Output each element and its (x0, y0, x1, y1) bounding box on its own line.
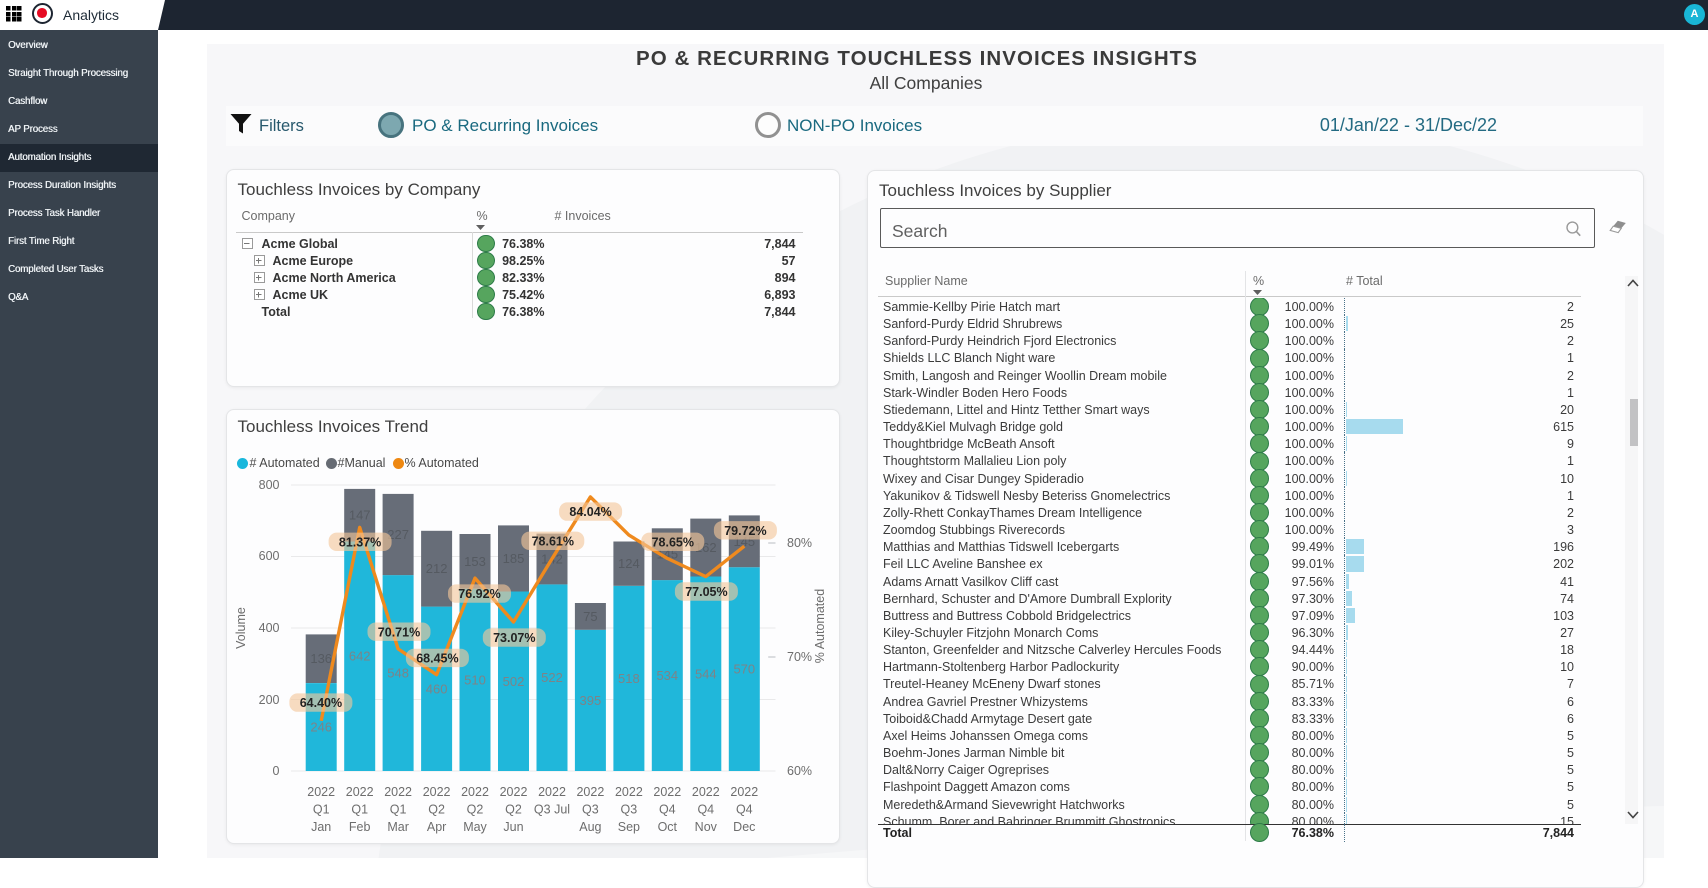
svg-text:Q4: Q4 (735, 803, 752, 817)
svg-text:124: 124 (618, 556, 640, 571)
svg-text:79.72%: 79.72% (724, 524, 766, 538)
svg-text:Dec: Dec (733, 820, 755, 834)
svg-text:2022: 2022 (614, 785, 642, 799)
svg-text:70.71%: 70.71% (377, 625, 419, 639)
svg-text:80%: 80% (787, 536, 812, 550)
svg-text:Q4: Q4 (697, 803, 714, 817)
svg-text:2022: 2022 (345, 785, 373, 799)
svg-text:Jan: Jan (311, 820, 331, 834)
svg-text:185: 185 (502, 551, 524, 566)
svg-text:Q2: Q2 (428, 803, 445, 817)
svg-text:460: 460 (425, 681, 447, 696)
svg-text:0: 0 (272, 764, 279, 778)
svg-text:Q3 Jul: Q3 Jul (533, 803, 569, 817)
svg-text:534: 534 (656, 668, 678, 683)
svg-text:522: 522 (541, 670, 563, 685)
svg-text:395: 395 (579, 693, 601, 708)
svg-text:147: 147 (348, 508, 370, 523)
svg-text:77.05%: 77.05% (685, 585, 727, 599)
svg-text:Feb: Feb (348, 820, 370, 834)
svg-text:70%: 70% (787, 650, 812, 664)
svg-text:200: 200 (258, 693, 279, 707)
svg-text:2022: 2022 (461, 785, 489, 799)
svg-text:% Automated: % Automated (813, 589, 827, 663)
svg-text:642: 642 (348, 649, 370, 664)
svg-text:Q3: Q3 (620, 803, 637, 817)
svg-text:Volume: Volume (234, 607, 248, 649)
svg-text:570: 570 (733, 662, 755, 677)
svg-text:518: 518 (618, 671, 640, 686)
svg-text:2022: 2022 (499, 785, 527, 799)
svg-text:600: 600 (258, 549, 279, 563)
svg-text:Apr: Apr (426, 820, 445, 834)
svg-text:Aug: Aug (579, 820, 601, 834)
svg-text:60%: 60% (787, 764, 812, 778)
svg-text:Q1: Q1 (312, 803, 329, 817)
svg-text:68.45%: 68.45% (416, 652, 458, 666)
svg-text:2022: 2022 (307, 785, 335, 799)
svg-text:153: 153 (464, 554, 486, 569)
svg-text:544: 544 (694, 666, 716, 681)
svg-text:227: 227 (387, 527, 409, 542)
svg-text:Q2: Q2 (466, 803, 483, 817)
svg-text:Nov: Nov (694, 820, 717, 834)
svg-text:800: 800 (258, 478, 279, 492)
svg-text:212: 212 (425, 561, 447, 576)
svg-text:510: 510 (464, 672, 486, 687)
svg-text:78.61%: 78.61% (531, 534, 573, 548)
svg-text:400: 400 (258, 621, 279, 635)
svg-text:May: May (463, 820, 487, 834)
svg-text:2022: 2022 (538, 785, 566, 799)
svg-text:76.92%: 76.92% (458, 587, 500, 601)
svg-text:548: 548 (387, 666, 409, 681)
svg-text:Jun: Jun (503, 820, 523, 834)
svg-text:64.40%: 64.40% (299, 696, 341, 710)
svg-text:84.04%: 84.04% (569, 505, 611, 519)
svg-text:Q4: Q4 (658, 803, 675, 817)
svg-text:Q2: Q2 (505, 803, 522, 817)
svg-text:Sep: Sep (617, 820, 639, 834)
svg-text:Q1: Q1 (389, 803, 406, 817)
svg-text:81.37%: 81.37% (338, 535, 380, 549)
svg-text:Q1: Q1 (351, 803, 368, 817)
svg-text:75: 75 (583, 609, 597, 624)
svg-text:Oct: Oct (657, 820, 677, 834)
svg-text:2022: 2022 (730, 785, 758, 799)
svg-text:2022: 2022 (653, 785, 681, 799)
svg-text:246: 246 (310, 720, 332, 735)
svg-text:2022: 2022 (576, 785, 604, 799)
svg-text:2022: 2022 (384, 785, 412, 799)
svg-text:78.65%: 78.65% (651, 535, 693, 549)
svg-text:Q3: Q3 (582, 803, 599, 817)
svg-text:2022: 2022 (691, 785, 719, 799)
svg-text:136: 136 (310, 651, 332, 666)
svg-text:2022: 2022 (422, 785, 450, 799)
svg-text:Mar: Mar (387, 820, 409, 834)
svg-text:73.07%: 73.07% (493, 631, 535, 645)
svg-text:502: 502 (502, 674, 524, 689)
